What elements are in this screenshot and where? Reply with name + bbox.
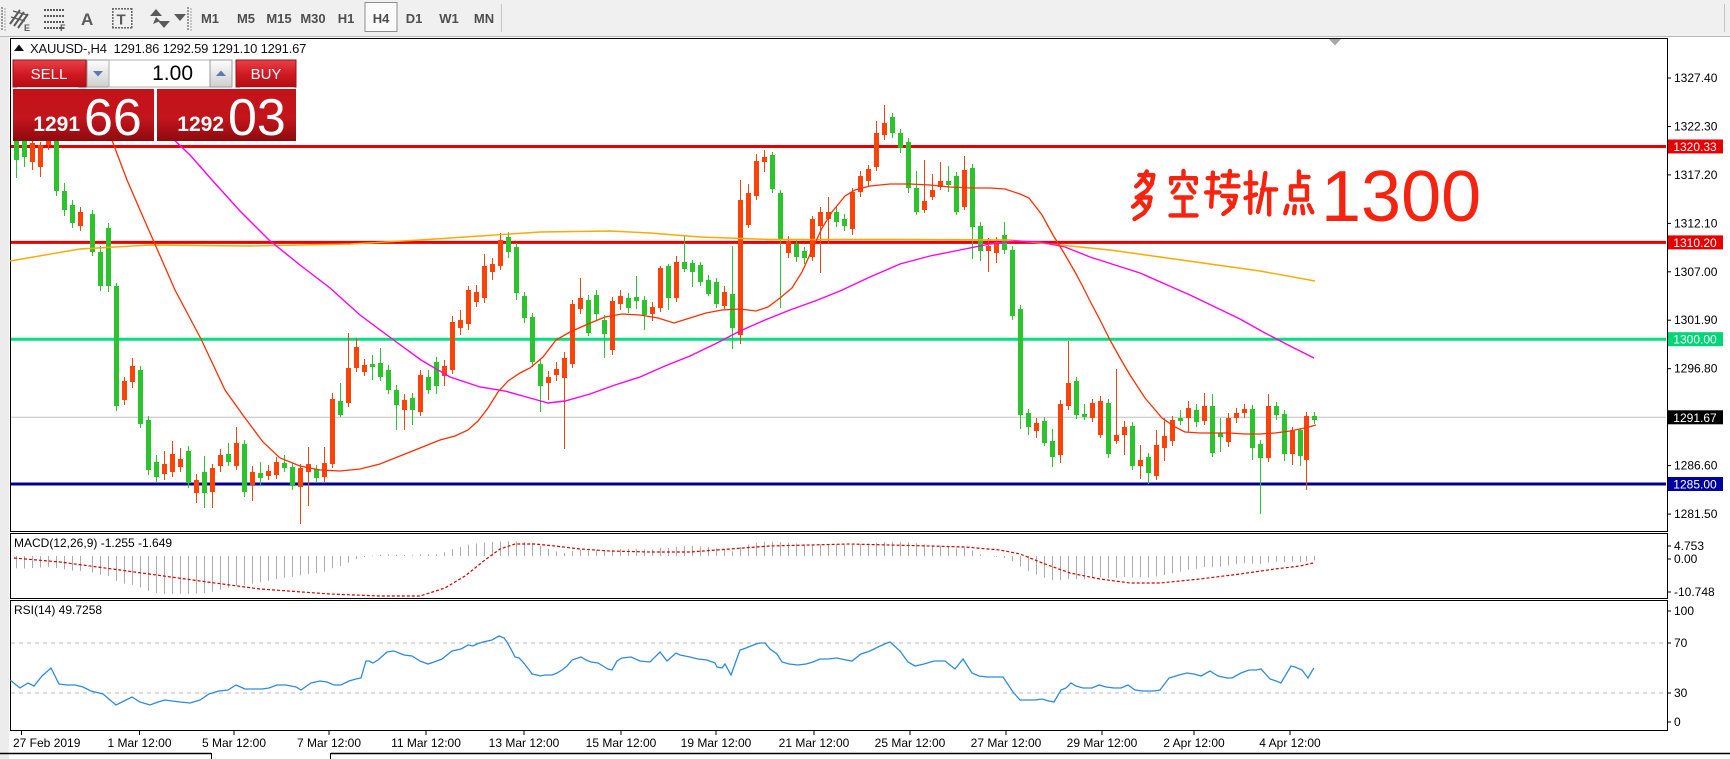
svg-text:H4: H4	[373, 11, 390, 26]
svg-text:1286.60: 1286.60	[1674, 459, 1718, 473]
svg-text:1300.00: 1300.00	[1673, 333, 1717, 347]
svg-text:11 Mar 12:00: 11 Mar 12:00	[391, 736, 461, 750]
svg-text:1285.00: 1285.00	[1673, 478, 1717, 492]
svg-text:4.753: 4.753	[1674, 539, 1704, 553]
svg-text:XAUUSD-,H4 1291.86 1292.59 12: XAUUSD-,H4 1291.86 1292.59 1291.10 1291.…	[30, 41, 306, 56]
svg-text:1292: 1292	[177, 113, 224, 136]
svg-text:29 Mar 12:00: 29 Mar 12:00	[1067, 736, 1138, 750]
svg-text:D1: D1	[406, 11, 423, 26]
svg-text:-10.748: -10.748	[1674, 585, 1715, 599]
svg-text:M5: M5	[237, 11, 255, 26]
svg-text:A: A	[81, 10, 93, 29]
svg-text:1327.40: 1327.40	[1674, 71, 1718, 85]
svg-text:BUY: BUY	[251, 66, 282, 83]
svg-text:1312.10: 1312.10	[1674, 216, 1718, 230]
svg-text:1307.00: 1307.00	[1674, 265, 1718, 279]
svg-text:SELL: SELL	[31, 66, 68, 83]
svg-text:1291: 1291	[33, 113, 80, 136]
svg-text:21 Mar 12:00: 21 Mar 12:00	[779, 736, 850, 750]
svg-text:4 Apr 12:00: 4 Apr 12:00	[1259, 736, 1321, 750]
svg-text:66: 66	[84, 89, 142, 147]
svg-text:1317.20: 1317.20	[1674, 168, 1718, 182]
svg-text:70: 70	[1674, 636, 1688, 650]
svg-text:7 Mar 12:00: 7 Mar 12:00	[297, 736, 361, 750]
svg-text:RSI(14) 49.7258: RSI(14) 49.7258	[14, 603, 102, 617]
svg-text:5 Mar 12:00: 5 Mar 12:00	[202, 736, 266, 750]
svg-text:1291.67: 1291.67	[1673, 411, 1717, 425]
svg-text:30: 30	[1674, 686, 1688, 700]
svg-text:M15: M15	[266, 11, 291, 26]
svg-text:03: 03	[228, 89, 286, 147]
svg-text:0: 0	[1674, 715, 1681, 729]
svg-text:27 Feb 2019: 27 Feb 2019	[13, 736, 81, 750]
svg-text:W1: W1	[439, 11, 459, 26]
svg-text:F: F	[60, 23, 66, 33]
svg-text:1310.20: 1310.20	[1673, 236, 1717, 250]
svg-text:19 Mar 12:00: 19 Mar 12:00	[681, 736, 752, 750]
svg-text:1300: 1300	[1321, 157, 1481, 237]
svg-text:13 Mar 12:00: 13 Mar 12:00	[489, 736, 560, 750]
svg-text:15 Mar 12:00: 15 Mar 12:00	[586, 736, 657, 750]
svg-text:1281.50: 1281.50	[1674, 507, 1718, 521]
svg-text:100: 100	[1674, 604, 1694, 618]
svg-text:M1: M1	[201, 11, 219, 26]
svg-text:25 Mar 12:00: 25 Mar 12:00	[875, 736, 946, 750]
svg-text:0.00: 0.00	[1674, 552, 1698, 566]
svg-text:1322.30: 1322.30	[1674, 120, 1718, 134]
svg-text:1301.90: 1301.90	[1674, 313, 1718, 327]
svg-text:1 Mar 12:00: 1 Mar 12:00	[107, 736, 171, 750]
svg-text:MACD(12,26,9) -1.255 -1.649: MACD(12,26,9) -1.255 -1.649	[14, 536, 172, 550]
svg-text:MN: MN	[474, 11, 494, 26]
svg-text:1296.80: 1296.80	[1674, 362, 1718, 376]
svg-text:27 Mar 12:00: 27 Mar 12:00	[971, 736, 1042, 750]
svg-text:E: E	[24, 23, 30, 33]
svg-text:T: T	[117, 12, 126, 29]
svg-text:1320.33: 1320.33	[1673, 140, 1717, 154]
svg-text:M30: M30	[300, 11, 325, 26]
svg-text:1.00: 1.00	[152, 62, 193, 85]
svg-text:2 Apr 12:00: 2 Apr 12:00	[1163, 736, 1225, 750]
svg-text:H1: H1	[338, 11, 355, 26]
